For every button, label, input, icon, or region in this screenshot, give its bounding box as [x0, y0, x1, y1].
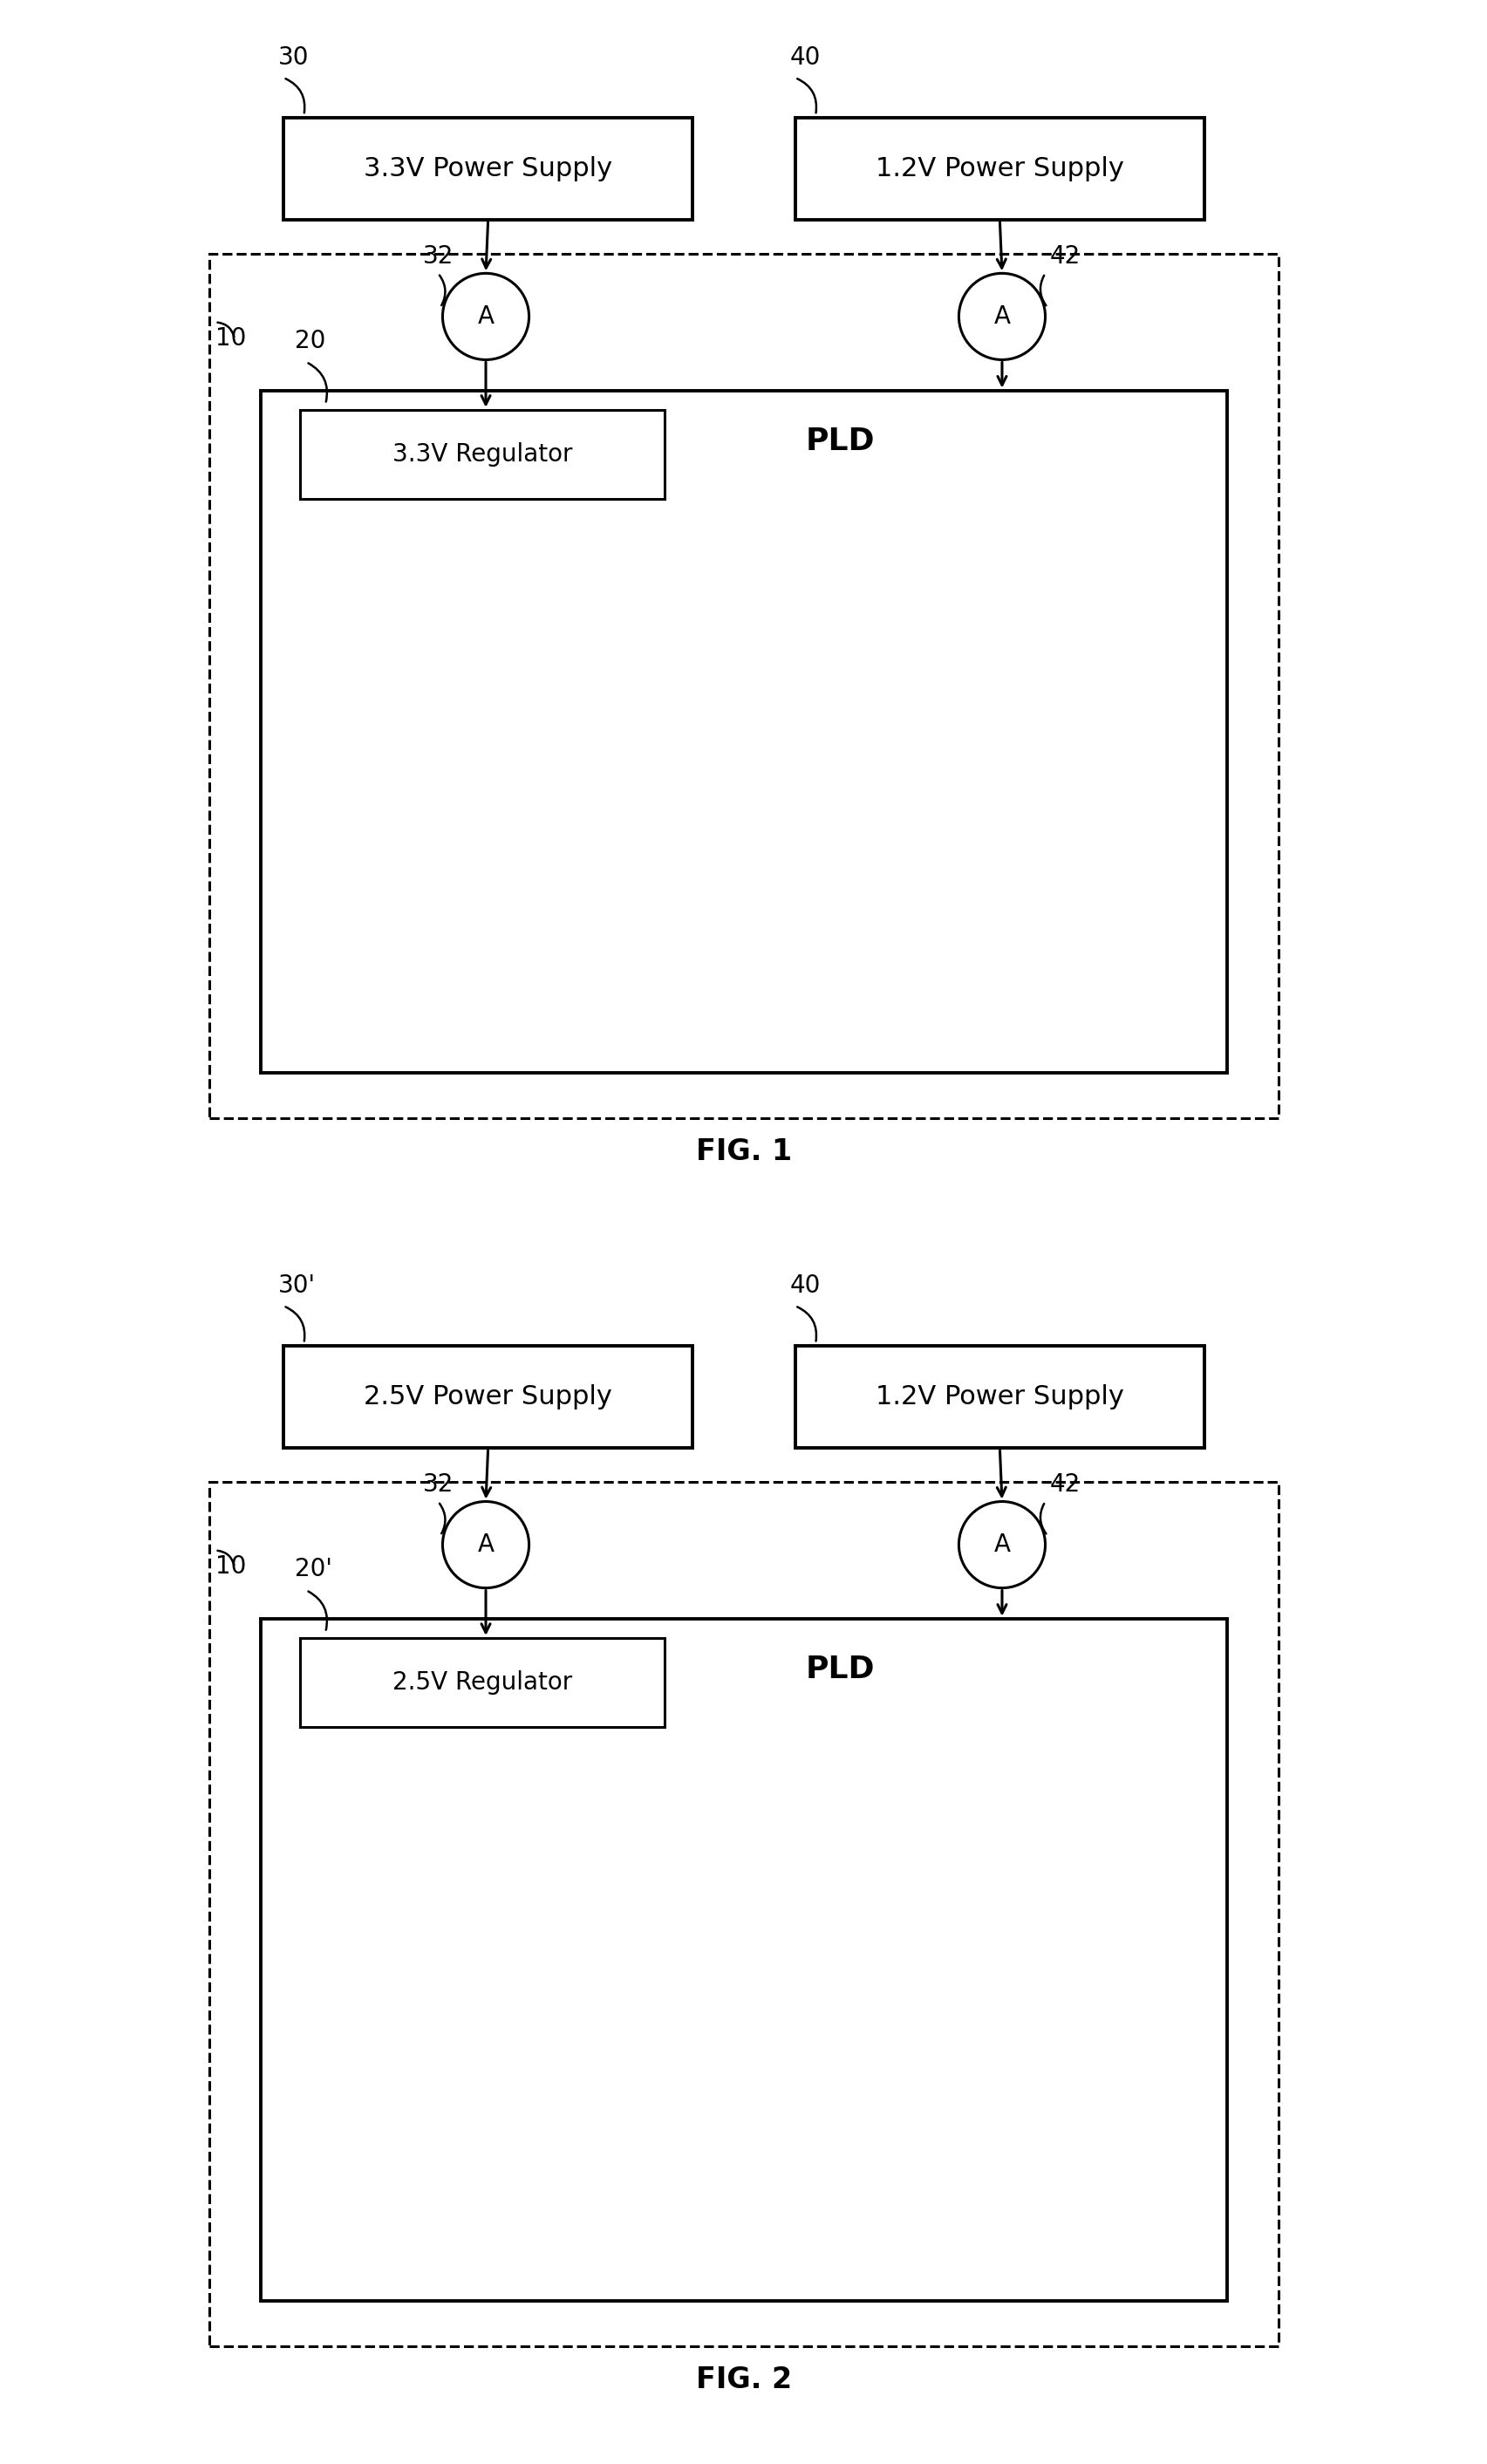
Text: 3.3V Regulator: 3.3V Regulator [393, 441, 572, 466]
Text: FIG. 1: FIG. 1 [696, 1138, 791, 1165]
Text: A: A [477, 306, 494, 328]
Text: PLD: PLD [806, 1656, 874, 1685]
Circle shape [958, 1501, 1045, 1587]
Circle shape [442, 1501, 529, 1587]
Text: 3.3V Power Supply: 3.3V Power Supply [363, 155, 613, 182]
Bar [210, 1483, 1277, 2346]
Text: 2.5V Regulator: 2.5V Regulator [393, 1671, 572, 1695]
Circle shape [442, 274, 529, 360]
Bar [260, 1619, 1227, 2301]
Bar [300, 409, 665, 498]
Circle shape [958, 274, 1045, 360]
Text: A: A [477, 1533, 494, 1557]
Bar [794, 118, 1204, 219]
Bar [300, 1639, 665, 1727]
Text: 10: 10 [216, 1555, 245, 1579]
Text: 1.2V Power Supply: 1.2V Power Supply [874, 155, 1123, 182]
Bar [210, 254, 1277, 1119]
Text: 40: 40 [790, 1274, 819, 1299]
Text: 32: 32 [422, 1473, 454, 1498]
Bar [794, 1345, 1204, 1449]
Text: 42: 42 [1050, 1473, 1080, 1498]
Text: PLD: PLD [806, 426, 874, 456]
Text: 20': 20' [294, 1557, 332, 1582]
Text: 10: 10 [216, 325, 245, 350]
Bar [283, 118, 693, 219]
Text: 20: 20 [294, 328, 326, 352]
Text: A: A [993, 306, 1010, 328]
Text: 30': 30' [278, 1274, 315, 1299]
Bar [260, 389, 1227, 1072]
Text: 40: 40 [790, 44, 819, 69]
Text: 2.5V Power Supply: 2.5V Power Supply [364, 1385, 613, 1409]
Text: 32: 32 [422, 244, 454, 269]
Text: 30: 30 [278, 44, 308, 69]
Text: 42: 42 [1050, 244, 1080, 269]
Text: A: A [993, 1533, 1010, 1557]
Text: 1.2V Power Supply: 1.2V Power Supply [874, 1385, 1123, 1409]
Bar [283, 1345, 693, 1449]
Text: FIG. 2: FIG. 2 [696, 2365, 791, 2395]
